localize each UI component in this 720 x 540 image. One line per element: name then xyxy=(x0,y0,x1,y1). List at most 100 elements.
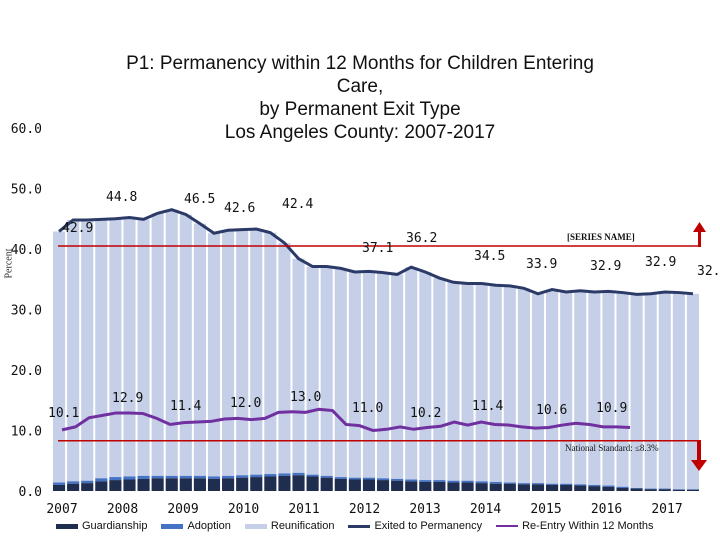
bar-guardianship xyxy=(602,486,615,491)
arrow-up-icon xyxy=(693,222,706,232)
legend-label: Guardianship xyxy=(82,520,148,532)
bar-guardianship xyxy=(517,484,530,491)
bar-guardianship xyxy=(419,481,432,491)
bar-adoption xyxy=(109,477,122,481)
data-label-exited: 37.1 xyxy=(362,241,393,256)
bar-guardianship xyxy=(531,484,545,491)
data-label-re-entry: 12.0 xyxy=(230,396,261,411)
bar-reunification xyxy=(503,285,516,483)
bar-adoption xyxy=(489,481,502,484)
bar-guardianship xyxy=(278,475,291,491)
bar-reunification xyxy=(334,268,347,478)
bar-adoption xyxy=(95,478,108,482)
bar-adoption xyxy=(433,480,446,482)
bar-guardianship xyxy=(644,489,657,491)
data-label-exited: 44.8 xyxy=(106,190,137,205)
bar-reunification xyxy=(475,283,488,482)
bar-reunification xyxy=(67,219,80,482)
bar-adoption xyxy=(348,477,361,480)
bar-reunification xyxy=(391,274,404,479)
bar-reunification xyxy=(630,294,643,488)
x-tick-label: 2011 xyxy=(288,502,319,517)
bar-adoption xyxy=(320,475,333,478)
bar-guardianship xyxy=(574,485,587,491)
bar-reunification xyxy=(165,209,178,476)
bar-guardianship xyxy=(447,482,460,491)
bar-reunification xyxy=(461,283,474,481)
bar-adoption xyxy=(672,489,685,490)
bar-guardianship xyxy=(546,484,559,491)
bar-adoption xyxy=(686,489,700,490)
bar-adoption xyxy=(447,480,460,483)
bar-reunification xyxy=(616,292,629,487)
legend-label: Adoption xyxy=(187,520,231,532)
bar-reunification xyxy=(602,291,615,486)
data-label-re-entry: 10.9 xyxy=(596,401,627,416)
data-label-exited: 34.5 xyxy=(474,249,505,264)
bar-adoption xyxy=(362,477,376,480)
bar-guardianship xyxy=(123,479,136,491)
bar-reunification xyxy=(193,223,206,476)
bar-reunification xyxy=(405,267,418,480)
bar-guardianship xyxy=(560,484,573,491)
bar-adoption xyxy=(52,482,66,485)
data-label-exited: 32.9 xyxy=(590,259,621,274)
data-label-re-entry: 12.9 xyxy=(112,391,143,406)
bar-guardianship xyxy=(292,475,305,491)
bar-adoption xyxy=(376,478,390,481)
arrow-up-icon xyxy=(698,232,701,247)
bar-guardianship xyxy=(151,478,164,491)
bar-adoption xyxy=(574,484,587,486)
bar-adoption xyxy=(419,480,432,482)
bar-adoption xyxy=(546,483,559,485)
y-tick-label: 60.0 xyxy=(11,122,42,137)
bar-adoption xyxy=(475,481,488,484)
legend-item-adoption: Adoption xyxy=(161,520,231,532)
bar-guardianship xyxy=(67,483,80,491)
bar-guardianship xyxy=(616,487,629,491)
bar-reunification xyxy=(236,229,249,476)
bar-reunification xyxy=(250,229,263,475)
bar-adoption xyxy=(531,483,545,485)
bar-reunification xyxy=(489,285,502,482)
bar-guardianship xyxy=(630,488,643,491)
y-tick-label: 0.0 xyxy=(19,485,42,500)
bar-adoption xyxy=(461,480,474,483)
bar-adoption xyxy=(278,473,291,476)
bar-reunification xyxy=(222,230,235,476)
legend-swatch xyxy=(496,525,519,527)
bar-adoption xyxy=(292,472,305,476)
bar-reunification xyxy=(207,233,221,477)
bar-guardianship xyxy=(137,478,150,491)
bar-adoption xyxy=(391,478,404,481)
bar-guardianship xyxy=(433,481,446,491)
legend-item-guardianship: Guardianship xyxy=(56,520,147,532)
legend: Guardianship Adoption Reunification Exit… xyxy=(56,516,720,536)
data-label-exited: 32.9 xyxy=(645,255,676,270)
bar-reunification xyxy=(95,219,108,479)
legend-swatch xyxy=(244,523,267,529)
y-tick-label: 30.0 xyxy=(11,304,42,319)
bar-reunification xyxy=(179,214,192,476)
bar-guardianship xyxy=(489,483,502,491)
bar-reunification xyxy=(658,291,671,489)
bar-reunification xyxy=(447,282,460,481)
bar-guardianship xyxy=(672,489,685,491)
data-label-re-entry: 10.6 xyxy=(536,403,567,418)
bar-adoption xyxy=(658,488,671,490)
y-tick-label: 20.0 xyxy=(11,364,42,379)
bar-reunification xyxy=(644,293,657,489)
bar-guardianship xyxy=(165,478,178,491)
bar-reunification xyxy=(81,219,94,481)
bar-guardianship xyxy=(658,489,671,491)
bar-guardianship xyxy=(179,478,192,491)
national-standard-label: National Standard: ≤8.3% xyxy=(565,443,659,453)
x-tick-label: 2008 xyxy=(107,502,138,517)
data-label-exited: 32.6 xyxy=(697,264,720,279)
bar-adoption xyxy=(179,475,192,479)
data-label-exited: 42.9 xyxy=(62,221,93,236)
title-line: Los Angeles County: 2007-2017 xyxy=(224,122,496,143)
bar-guardianship xyxy=(461,482,474,491)
